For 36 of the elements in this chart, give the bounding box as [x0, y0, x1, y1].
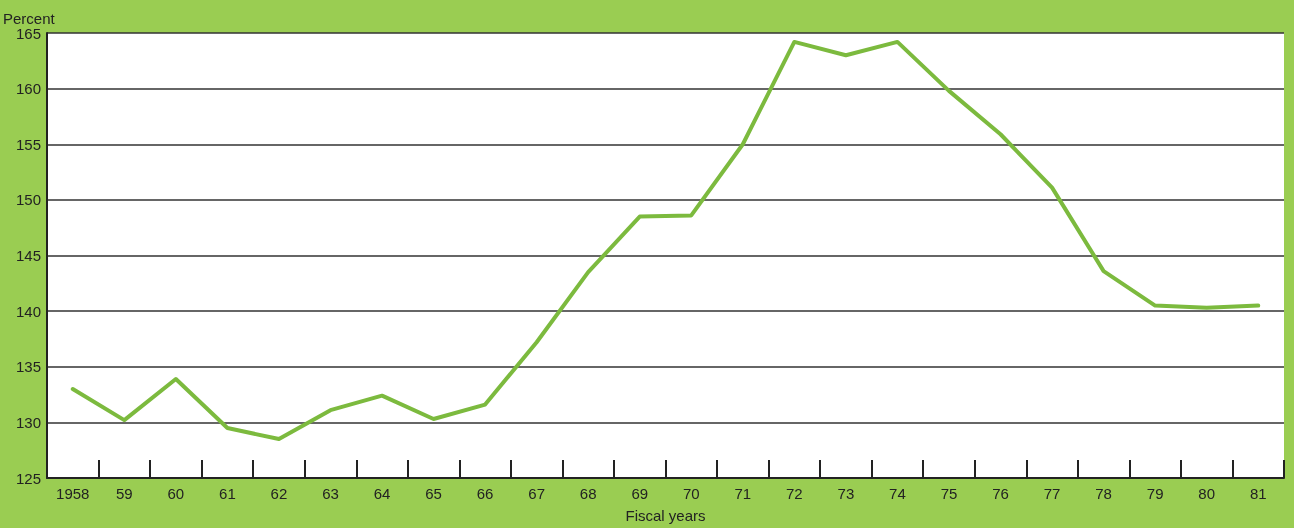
x-tick-label: 66 — [476, 485, 494, 502]
x-tick-label: 1958 — [56, 485, 90, 502]
y-axis-title: Percent — [3, 9, 56, 27]
x-tick-label: 60 — [167, 485, 185, 502]
y-tick-label: 135 — [15, 358, 41, 376]
x-tick-label: 61 — [219, 485, 236, 502]
x-tick-label: 78 — [1095, 485, 1112, 502]
x-tick-label: 63 — [322, 485, 339, 502]
x-tick-label: 72 — [786, 485, 803, 502]
x-tick-label: 69 — [631, 485, 649, 502]
x-tick-label: 77 — [1043, 485, 1061, 502]
y-tick-label: 145 — [15, 247, 41, 264]
x-axis-title: Fiscal years — [625, 507, 706, 524]
x-tick-label: 62 — [270, 485, 288, 502]
x-tick-label: 64 — [373, 485, 391, 502]
x-tick-label: 70 — [682, 485, 700, 502]
y-tick-label: 165 — [15, 24, 41, 42]
x-tick-label: 81 — [1249, 485, 1267, 502]
x-tick-label: 65 — [425, 485, 442, 502]
x-tick-label: 74 — [889, 485, 906, 502]
y-tick-label: 140 — [15, 302, 41, 320]
y-tick-label: 130 — [15, 413, 41, 431]
x-tick-label: 73 — [837, 485, 855, 502]
x-tick-label: 59 — [115, 485, 133, 502]
line-series — [70, 39, 1261, 442]
y-tick-label: 155 — [15, 135, 41, 153]
y-tick-label: 150 — [15, 191, 41, 209]
x-tick-label: 75 — [940, 485, 958, 502]
x-tick-label: 67 — [528, 485, 545, 502]
y-tick-label: 125 — [15, 469, 41, 487]
x-tick-label: 80 — [1198, 485, 1216, 502]
x-tick-label: 76 — [992, 485, 1009, 502]
x-tick-label: 71 — [734, 485, 752, 502]
x-tick-label: 68 — [579, 485, 597, 502]
x-tick-label: 79 — [1146, 485, 1164, 502]
y-tick-label: 160 — [15, 80, 41, 98]
